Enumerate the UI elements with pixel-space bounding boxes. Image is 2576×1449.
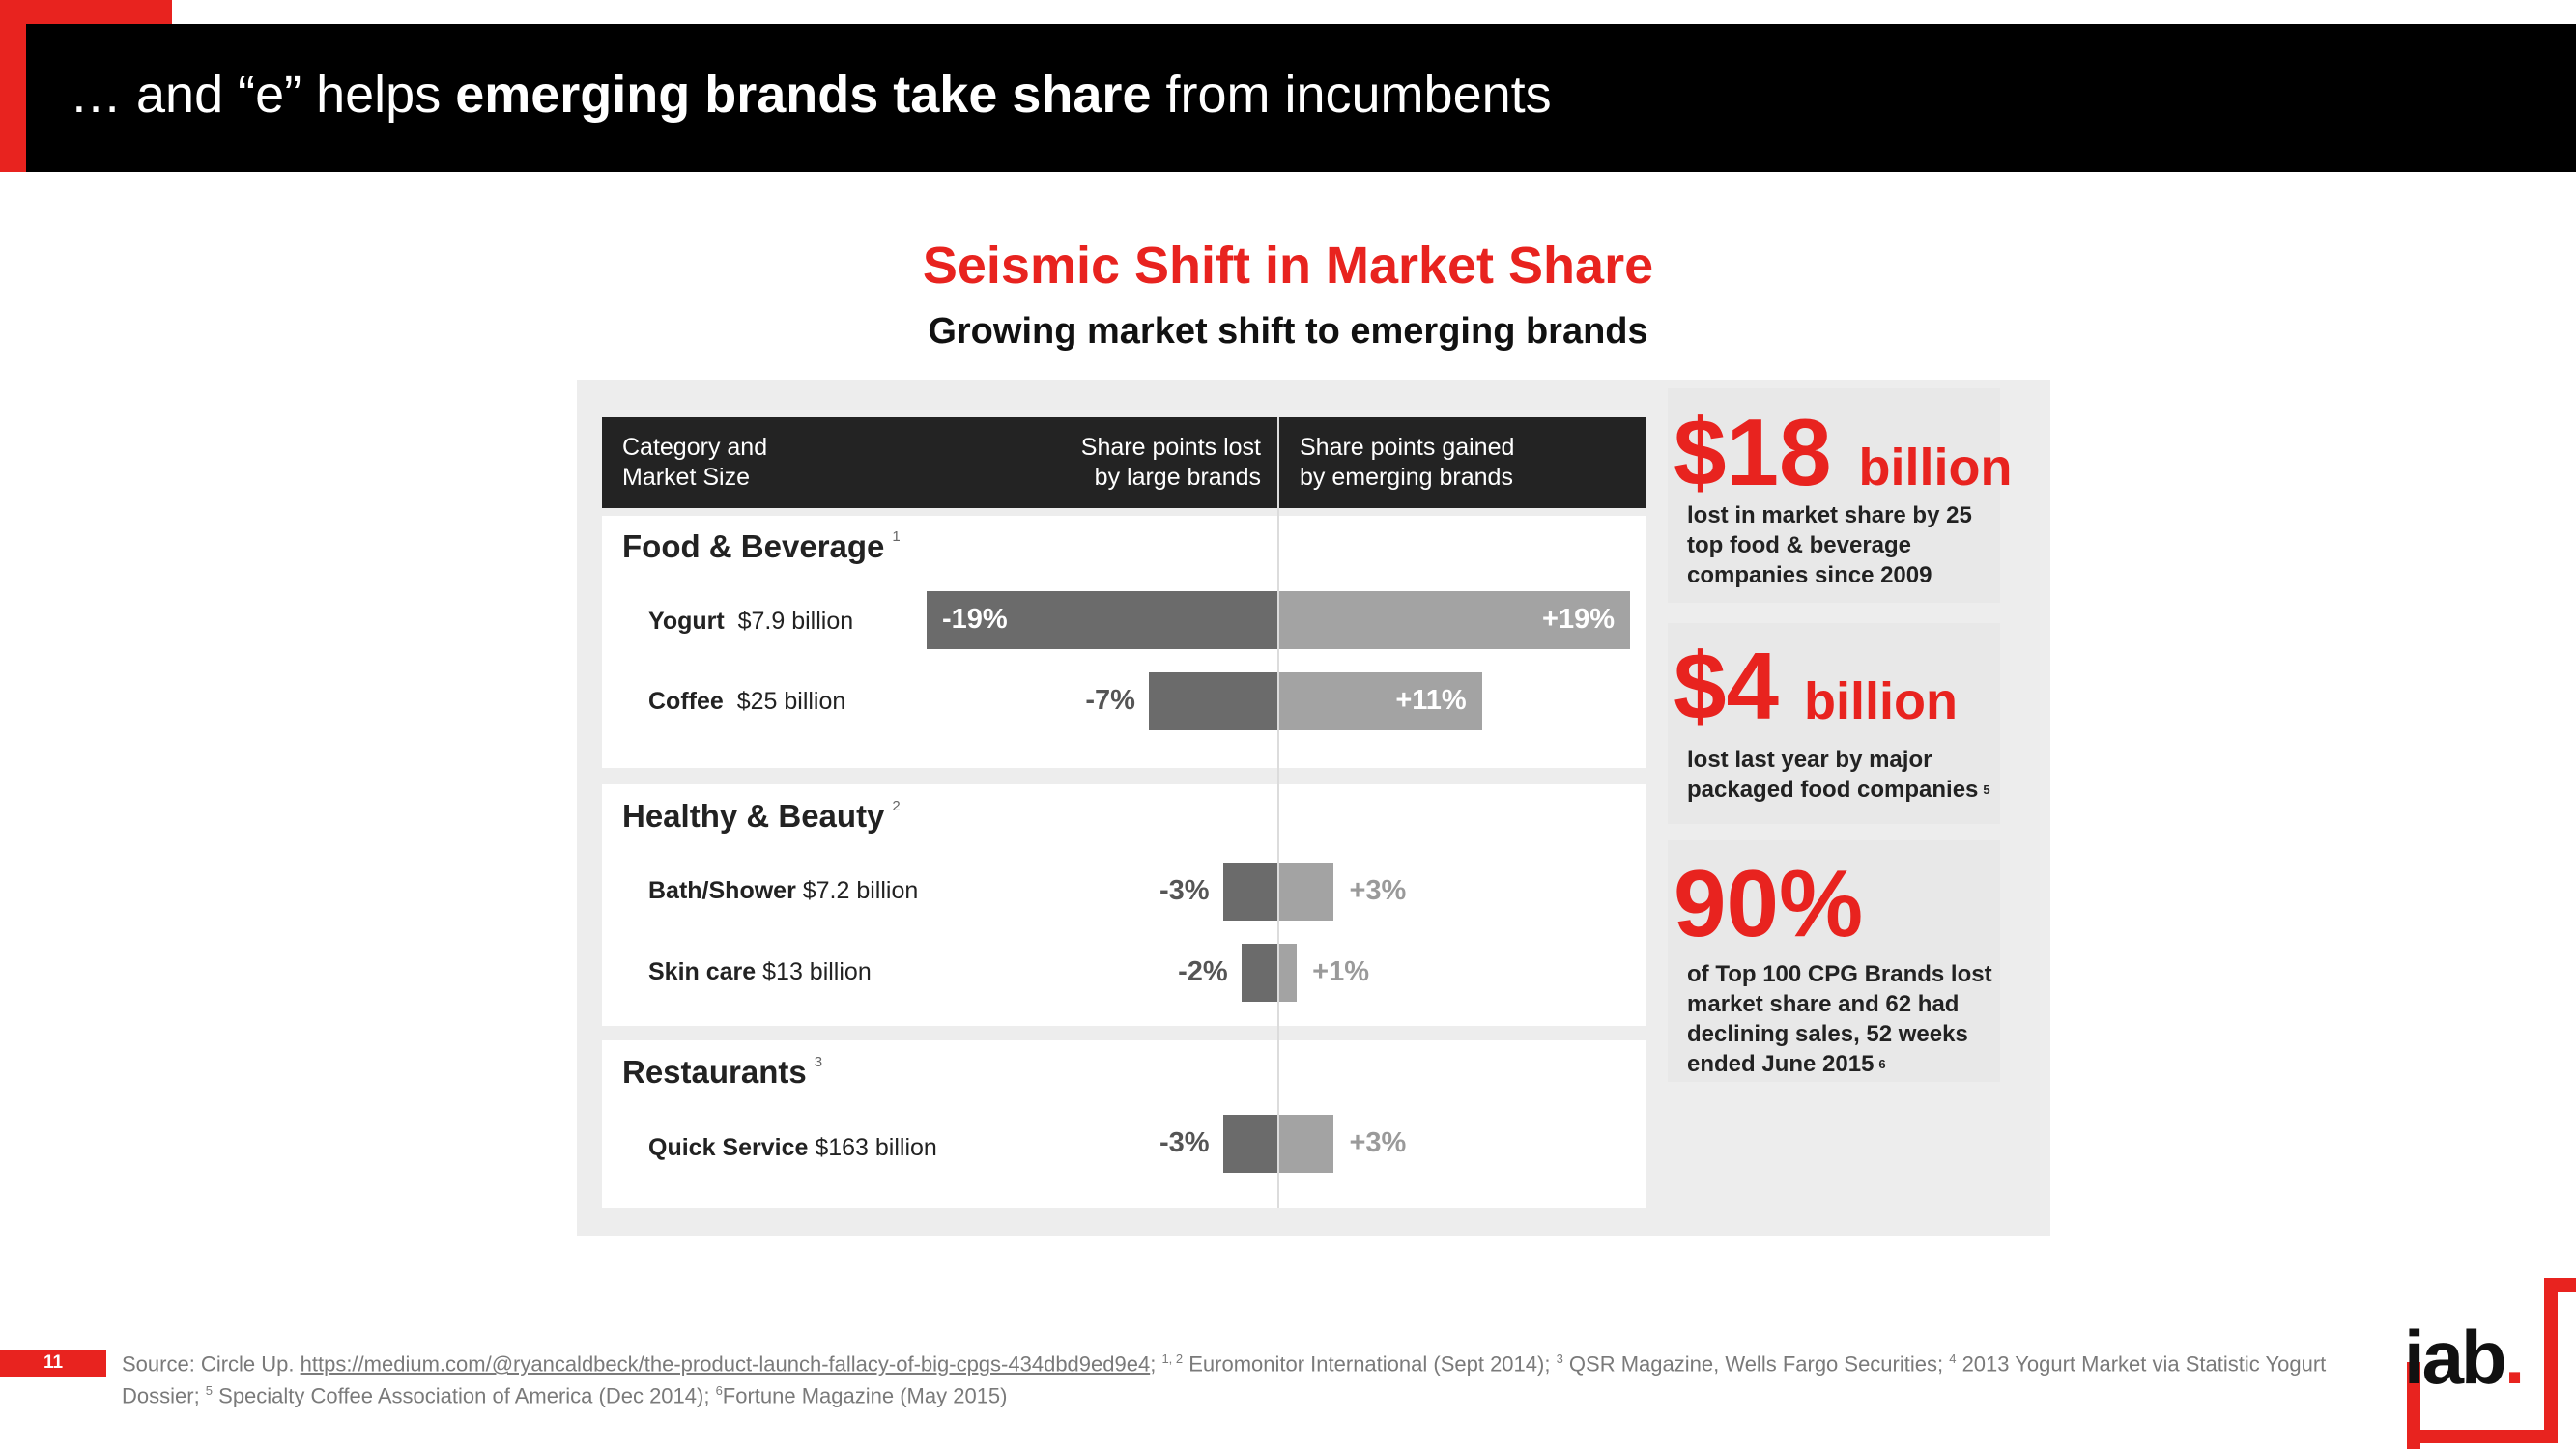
label-lost-coffee: -7% bbox=[1085, 685, 1135, 716]
row-label-bath-shower: Bath/Shower $7.2 billion bbox=[648, 877, 919, 904]
source-link[interactable]: https://medium.com/@ryancaldbeck/the-pro… bbox=[300, 1351, 1151, 1377]
row-label-skin-care: Skin care $13 billion bbox=[648, 958, 872, 985]
stat-card-18b bbox=[1668, 388, 2000, 603]
bar-gained-skin-care bbox=[1278, 944, 1298, 1002]
chart-title: Seismic Shift in Market Share bbox=[922, 237, 1654, 295]
stat-card-4b bbox=[1668, 623, 2000, 824]
header-category: Category and Market Size bbox=[622, 434, 768, 491]
stat-desc-4b: lost last year by major packaged food co… bbox=[1687, 747, 1990, 803]
stat-card-90pct bbox=[1668, 840, 2000, 1082]
center-axis bbox=[1277, 417, 1279, 1208]
bar-lost-skin-care bbox=[1241, 944, 1278, 1002]
label-lost-bath-shower: -3% bbox=[1159, 875, 1210, 906]
stat-value-18b: $18 billion bbox=[1674, 399, 2013, 505]
row-label-quick-service: Quick Service $163 billion bbox=[648, 1134, 937, 1161]
slide-title: … and “e” helps emerging brands take sha… bbox=[70, 66, 1552, 124]
label-gained-quick-service: +3% bbox=[1349, 1127, 1407, 1158]
header-lost: Share points lost by large brands bbox=[1080, 434, 1261, 491]
bar-lost-coffee bbox=[1148, 672, 1278, 730]
stat-desc-90pct: of Top 100 CPG Brands lost market share … bbox=[1687, 961, 1992, 1077]
section-title-restaurants: Restaurants 3 bbox=[622, 1054, 823, 1090]
label-gained-skin-care: +1% bbox=[1312, 956, 1370, 987]
section-card-restaurants bbox=[602, 1040, 1646, 1208]
bar-gained-yogurt bbox=[1278, 591, 1630, 649]
header-gained: Share points gained by emerging brands bbox=[1300, 434, 1515, 491]
bar-lost-quick-service bbox=[1222, 1115, 1278, 1173]
label-lost-quick-service: -3% bbox=[1159, 1127, 1210, 1158]
row-label-yogurt: Yogurt $7.9 billion bbox=[648, 608, 854, 635]
label-gained-coffee: +11% bbox=[1395, 685, 1467, 716]
stat-value-90pct: 90% bbox=[1674, 850, 1864, 956]
label-gained-yogurt: +19% bbox=[1542, 604, 1615, 635]
label-lost-skin-care: -2% bbox=[1178, 956, 1228, 987]
chart-subtitle: Growing market shift to emerging brands bbox=[928, 311, 1648, 352]
footer-source: Source: Circle Up. https://medium.com/@r… bbox=[122, 1351, 2327, 1408]
page-number: 11 bbox=[0, 1350, 106, 1377]
label-lost-yogurt: -19% bbox=[942, 604, 1008, 635]
label-gained-bath-shower: +3% bbox=[1349, 875, 1407, 906]
header-bar bbox=[26, 24, 2576, 172]
table-header bbox=[602, 417, 1646, 508]
bar-lost-bath-shower bbox=[1222, 863, 1278, 921]
bar-gained-coffee bbox=[1278, 672, 1482, 730]
logo-corner-frame bbox=[2407, 1278, 2576, 1449]
stat-desc-18b: lost in market share by 25 top food & be… bbox=[1687, 502, 1972, 588]
section-card-health bbox=[602, 784, 1646, 1026]
section-title-health: Healthy & Beauty 2 bbox=[622, 798, 901, 834]
bar-gained-quick-service bbox=[1278, 1115, 1334, 1173]
section-title-food: Food & Beverage 1 bbox=[622, 528, 901, 564]
bar-lost-yogurt bbox=[927, 591, 1278, 649]
row-label-coffee: Coffee $25 billion bbox=[648, 688, 846, 715]
stat-value-4b: $4 billion bbox=[1674, 633, 1958, 739]
bar-gained-bath-shower bbox=[1278, 863, 1334, 921]
iab-logo: iab. bbox=[2404, 1315, 2525, 1400]
